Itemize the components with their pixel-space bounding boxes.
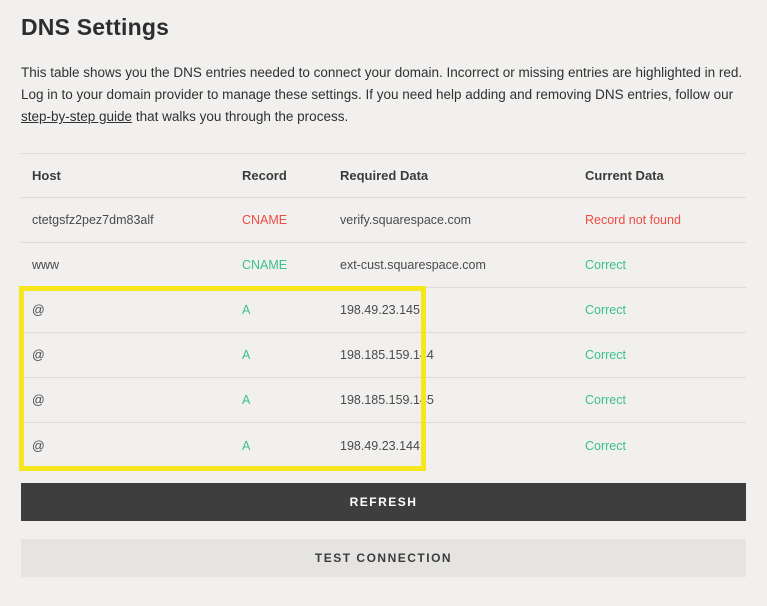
column-header-required-data: Required Data [340,168,429,183]
host-cell: @ [32,303,45,317]
host-cell: @ [32,438,45,453]
table-row: ctetgsfz2pez7dm83alf CNAME verify.squaresp… [21,198,746,243]
record-cell: A [242,438,251,453]
current-data-cell: Correct [585,393,626,407]
current-data-cell: Record not found [585,213,681,227]
intro-text-before-link: This table shows you the DNS entries nee… [21,65,743,102]
column-header-record: Record [242,168,287,183]
required-data-cell: 198.185.159.144 [340,348,434,362]
required-data-cell: 198.49.23.144 [340,438,420,453]
current-data-cell: Correct [585,438,626,453]
page-title: DNS Settings [21,14,170,40]
intro-text-after-link: that walks you through the process. [132,109,349,124]
record-cell: A [242,348,251,362]
current-data-cell: Correct [585,303,626,317]
table-header-row: Host Record Required Data Current Data [21,153,746,198]
test-connection-button[interactable]: TEST CONNECTION [21,539,746,577]
refresh-button[interactable]: REFRESH [21,483,746,521]
required-data-cell: 198.49.23.145 [340,303,420,317]
dns-settings-panel: DNS Settings This table shows you the DN… [19,14,746,577]
host-cell: www [32,258,60,272]
required-data-cell: verify.squarespace.com [340,213,472,227]
dns-table-body: ctetgsfz2pez7dm83alf CNAME verify.squaresp… [21,198,746,468]
step-by-step-guide-link[interactable]: step-by-step guide [21,109,133,124]
table-row: @ A 198.185.159.145 Correct [21,378,746,423]
table-row: @ A 198.49.23.144 Correct [21,423,746,468]
intro-text: This table shows you the DNS entries nee… [21,62,746,128]
table-row: @ A 198.185.159.144 Correct [21,333,746,378]
current-data-cell: Correct [585,348,626,362]
current-data-cell: Correct [585,258,626,272]
column-header-host: Host [32,168,61,183]
host-cell: @ [32,348,45,362]
dns-table: Host Record Required Data Current Data c… [19,153,746,471]
record-cell: A [242,393,251,407]
required-data-cell: 198.185.159.145 [340,393,434,407]
host-cell: @ [32,393,45,407]
required-data-cell: ext-cust.squarespace.com [340,258,486,272]
record-cell: CNAME [242,258,288,272]
table-row: www CNAME ext-cust.squarespace.com Correct [21,243,746,288]
table-row: @ A 198.49.23.145 Correct [21,288,746,333]
record-cell: A [242,303,251,317]
column-header-current-data: Current Data [585,168,664,183]
record-cell: CNAME [242,213,288,227]
host-cell: ctetgsfz2pez7dm83alf [32,213,154,227]
